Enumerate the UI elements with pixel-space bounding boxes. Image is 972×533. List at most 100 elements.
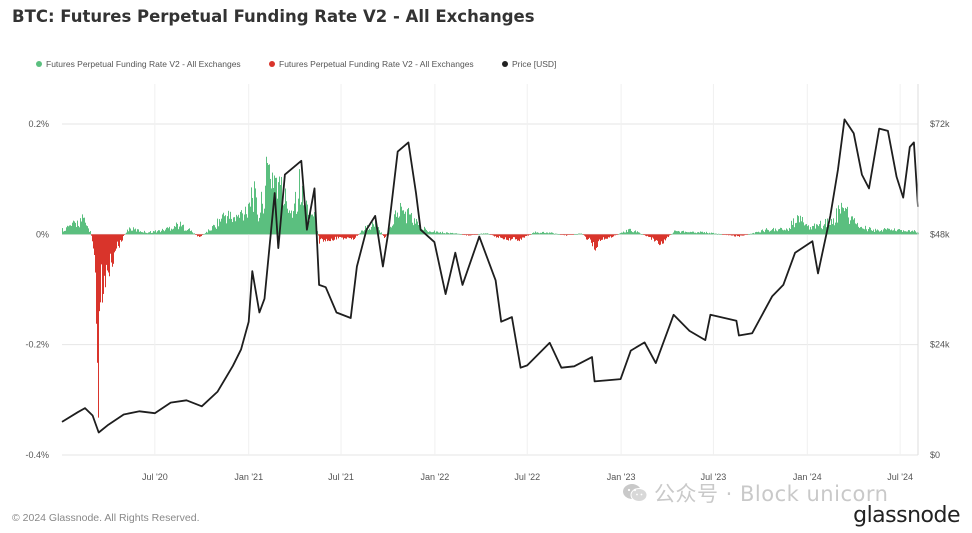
funding-bar-positive <box>694 232 695 235</box>
funding-bar-positive <box>442 231 443 235</box>
funding-bar-positive <box>70 225 71 235</box>
funding-bar-positive <box>190 231 191 235</box>
funding-bar-negative <box>567 234 568 236</box>
funding-bar-positive <box>761 230 762 235</box>
funding-bar-positive <box>433 231 434 235</box>
funding-bar-positive <box>772 229 773 235</box>
funding-bar-positive <box>848 217 849 235</box>
funding-bar-positive <box>64 230 65 235</box>
x-tick-label: Jan '21 <box>234 472 263 482</box>
funding-bar-negative <box>741 234 742 236</box>
funding-bar-negative <box>499 234 500 237</box>
x-tick-label: Jul '22 <box>514 472 540 482</box>
funding-bar-positive <box>911 231 912 235</box>
funding-bar-positive <box>680 232 681 235</box>
funding-bar-positive <box>152 232 153 235</box>
funding-bar-negative <box>490 234 491 235</box>
funding-bar-positive <box>428 232 429 235</box>
funding-bar-positive <box>304 204 305 235</box>
funding-bar-positive <box>184 230 185 235</box>
funding-bar-positive <box>402 210 403 235</box>
funding-bar-positive <box>134 229 135 235</box>
funding-bar-positive <box>486 233 487 235</box>
funding-bar-negative <box>495 234 496 237</box>
funding-bar-negative <box>201 234 202 237</box>
funding-bar-positive <box>419 225 420 235</box>
funding-bar-positive <box>236 214 237 235</box>
funding-bar-positive <box>892 230 893 235</box>
funding-bar-positive <box>637 231 638 235</box>
legend-item-funding-positive[interactable]: Futures Perpetual Funding Rate V2 - All … <box>36 59 241 69</box>
funding-bar-positive <box>66 227 67 235</box>
funding-bar-positive <box>886 229 887 235</box>
funding-bar-positive <box>487 233 488 235</box>
funding-bar-positive <box>712 232 713 235</box>
funding-bar-positive <box>808 225 809 235</box>
funding-bar-positive <box>795 223 796 235</box>
funding-bar-negative <box>493 234 494 236</box>
funding-bar-positive <box>171 228 172 235</box>
funding-bar-negative <box>509 234 510 239</box>
funding-bar-positive <box>640 233 641 235</box>
funding-bar-positive <box>373 224 374 235</box>
funding-bar-positive <box>160 232 161 235</box>
funding-bar-positive <box>416 218 417 235</box>
funding-bar-positive <box>180 221 181 235</box>
funding-bar-positive <box>276 177 277 235</box>
funding-bar-positive <box>82 214 83 235</box>
funding-bar-positive <box>621 232 622 235</box>
funding-bar-positive <box>240 211 241 235</box>
funding-bar-positive <box>814 223 815 235</box>
funding-bar-positive <box>852 216 853 235</box>
funding-bar-negative <box>353 234 354 240</box>
funding-bar-negative <box>643 234 644 235</box>
legend-item-price[interactable]: Price [USD] <box>502 59 556 69</box>
funding-bar-positive <box>394 214 395 235</box>
funding-bar-negative <box>668 234 669 238</box>
funding-bar-positive <box>244 214 245 235</box>
funding-bar-positive <box>862 228 863 235</box>
funding-bar-positive <box>820 220 821 235</box>
funding-bar-positive <box>481 233 482 235</box>
funding-bar-negative <box>501 234 502 238</box>
funding-bar-positive <box>149 232 150 235</box>
funding-bar-positive <box>363 231 364 235</box>
funding-bar-positive <box>824 224 825 235</box>
funding-bar-negative <box>526 234 527 236</box>
funding-bar-negative <box>669 234 670 236</box>
funding-bar-negative <box>520 234 521 239</box>
funding-bar-positive <box>191 230 192 235</box>
funding-bar-positive <box>192 232 193 235</box>
funding-bar-negative <box>350 234 351 239</box>
funding-bar-positive <box>230 211 231 235</box>
funding-bar-negative <box>322 234 323 240</box>
funding-bar-positive <box>258 221 259 235</box>
funding-bar-positive <box>80 218 81 235</box>
funding-bar-positive <box>910 231 911 235</box>
funding-bar-positive <box>139 231 140 235</box>
funding-bar-positive <box>193 233 194 235</box>
funding-bar-positive <box>237 216 238 235</box>
legend-item-funding-negative[interactable]: Futures Perpetual Funding Rate V2 - All … <box>269 59 474 69</box>
funding-bar-positive <box>170 230 171 235</box>
funding-bar-positive <box>684 232 685 235</box>
funding-bar-negative <box>572 234 573 235</box>
funding-bar-positive <box>301 202 302 235</box>
funding-bar-negative <box>728 234 729 236</box>
funding-bar-negative <box>563 234 564 236</box>
funding-bar-positive <box>266 156 267 235</box>
funding-bar-positive <box>719 233 720 235</box>
copyright: © 2024 Glassnode. All Rights Reserved. <box>12 512 200 524</box>
funding-bar-positive <box>157 231 158 235</box>
funding-bar-positive <box>690 231 691 235</box>
funding-bar-positive <box>673 232 674 235</box>
funding-bar-negative <box>496 234 497 238</box>
funding-bar-positive <box>755 232 756 235</box>
funding-bar-positive <box>86 225 87 235</box>
funding-bar-negative <box>321 234 322 239</box>
funding-bar-negative <box>605 234 606 239</box>
funding-bar-positive <box>376 227 377 235</box>
funding-bar-positive <box>716 233 717 235</box>
funding-bar-positive <box>247 217 248 235</box>
funding-bar-negative <box>591 234 592 243</box>
